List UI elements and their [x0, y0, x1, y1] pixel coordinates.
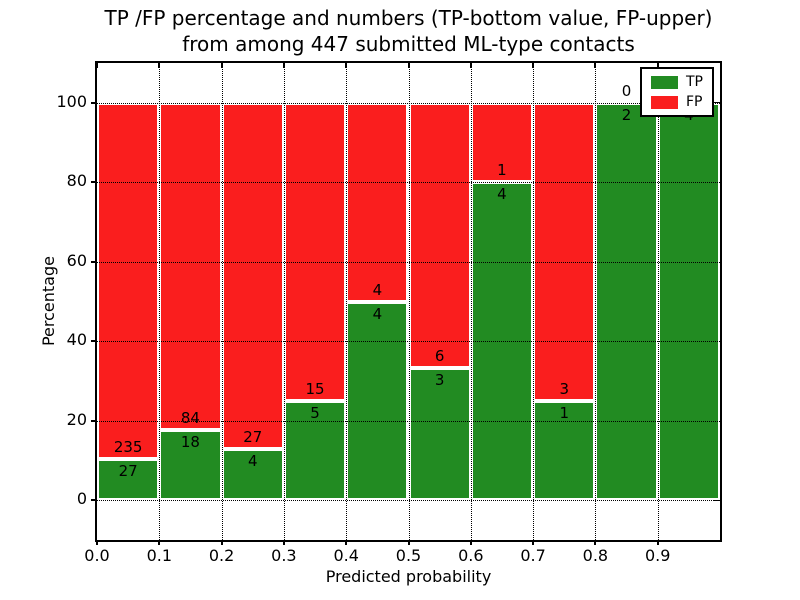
bar-segment-tp-0.3 — [283, 400, 347, 501]
x-tick-label-0.6: 0.6 — [458, 546, 484, 565]
gridline-x-0.2 — [221, 63, 223, 540]
legend-swatch-tp-icon — [651, 75, 678, 89]
bar-label-tp-0.8: 2 — [621, 105, 632, 124]
x-tick-bottom-0.9 — [656, 540, 659, 545]
legend-swatch-fp-icon — [651, 95, 678, 109]
bar-label-tp-0.7: 1 — [559, 403, 570, 422]
bar-label-tp-0.5: 3 — [434, 370, 445, 389]
x-tick-label-0.9: 0.9 — [644, 546, 671, 565]
y-tick-left-80 — [91, 181, 97, 184]
legend-label-fp: FP — [686, 94, 703, 110]
x-tick-label-0.1: 0.1 — [146, 546, 173, 565]
bar-segment-fp-0 — [97, 102, 160, 460]
chart-title: TP /FP percentage and numbers (TP-bottom… — [97, 5, 720, 57]
bar-segment-fp-0.5 — [408, 102, 471, 368]
x-tick-bottom-0.1 — [158, 540, 161, 545]
bar-segment-fp-0.7 — [533, 102, 596, 401]
gridline-x-0.9 — [657, 63, 659, 540]
bar-label-fp-0.4: 4 — [372, 280, 383, 299]
bar-label-tp-0.1: 18 — [180, 433, 200, 452]
y-tick-label-100: 100 — [56, 91, 87, 111]
x-tick-bottom-0.8 — [594, 540, 597, 545]
bar-segment-fp-0.3 — [283, 102, 347, 401]
bar-segment-fp-0.4 — [346, 102, 409, 302]
y-tick-left-20 — [91, 419, 97, 422]
x-tick-top-0.0 — [96, 63, 98, 68]
bar-label-fp-0.1: 84 — [180, 409, 200, 428]
x-tick-label-0.4: 0.4 — [333, 546, 359, 565]
bar-segment-tp-0.8 — [595, 102, 658, 501]
gridline-x-0.8 — [595, 63, 597, 540]
y-tick-label-20: 20 — [66, 409, 87, 429]
chart-title-line2: from among 447 submitted ML-type contact… — [182, 32, 635, 56]
y-tick-label-80: 80 — [66, 171, 87, 191]
bar-label-tp-0: 27 — [118, 462, 138, 481]
y-tick-label-40: 40 — [66, 330, 87, 350]
x-tick-label-0.0: 0.0 — [84, 546, 110, 565]
chart-title-line1: TP /FP percentage and numbers (TP-bottom… — [104, 6, 713, 30]
bar-segment-tp-0 — [97, 459, 160, 501]
gridline-x-0.3 — [283, 63, 285, 540]
y-tick-left-0 — [91, 499, 97, 502]
legend: TP FP — [640, 67, 714, 117]
bar-label-fp-0.5: 6 — [434, 346, 445, 365]
bar-label-fp-0.3: 15 — [305, 379, 325, 398]
bar-label-fp-0.7: 3 — [559, 379, 570, 398]
x-tick-label-0.3: 0.3 — [271, 546, 297, 565]
bar-segment-tp-0.9 — [657, 102, 720, 501]
gridline-x-0.4 — [346, 63, 348, 540]
bar-label-tp-0.3: 5 — [310, 403, 320, 422]
bar-segment-tp-0.1 — [159, 430, 222, 501]
bar-segment-tp-0.2 — [221, 448, 284, 501]
gridline-x-0.5 — [408, 63, 410, 540]
bar-segment-tp-0.5 — [408, 367, 471, 501]
plot-area: TP FP 235278418274155446314310204 — [95, 61, 722, 542]
x-axis-label: Predicted probability — [325, 567, 492, 586]
x-tick-label-0.7: 0.7 — [520, 546, 546, 565]
y-tick-label-60: 60 — [66, 250, 87, 270]
bar-label-tp-0.2: 4 — [247, 451, 258, 470]
legend-label-tp: TP — [686, 74, 703, 90]
bar-label-fp-0.8: 0 — [621, 81, 632, 100]
x-tick-bottom-0.5 — [407, 540, 410, 545]
bar-segment-tp-0.4 — [346, 301, 409, 501]
y-tick-left-60 — [91, 260, 97, 263]
x-tick-bottom-0.6 — [469, 540, 472, 545]
x-tick-bottom-0.2 — [220, 540, 223, 545]
bar-label-tp-0.4: 4 — [372, 304, 383, 323]
x-tick-bottom-0.7 — [532, 540, 535, 545]
y-tick-left-100 — [91, 101, 97, 104]
legend-item-tp: TP — [651, 75, 703, 89]
bar-segment-fp-0.1 — [159, 102, 222, 431]
bar-segment-fp-0.2 — [221, 102, 284, 449]
bar-label-fp-0: 235 — [113, 438, 143, 457]
bar-segment-tp-0.7 — [533, 400, 596, 501]
gridline-x-0.6 — [470, 63, 472, 540]
x-tick-label-0.2: 0.2 — [208, 546, 235, 565]
bar-label-fp-0.6: 1 — [497, 161, 507, 180]
x-tick-label-0.5: 0.5 — [395, 546, 422, 565]
gridline-x-0.1 — [159, 63, 161, 540]
x-tick-label-0.8: 0.8 — [582, 546, 609, 565]
bar-label-fp-0.2: 27 — [243, 427, 263, 446]
y-tick-left-40 — [91, 340, 97, 343]
y-tick-label-0: 0 — [76, 489, 87, 509]
x-tick-bottom-0.4 — [345, 540, 348, 545]
x-tick-bottom-0.0 — [96, 540, 98, 545]
x-tick-bottom-0.3 — [282, 540, 285, 545]
gridline-x-0.7 — [533, 63, 535, 540]
legend-item-fp: FP — [651, 95, 703, 109]
bar-label-tp-0.6: 4 — [497, 185, 507, 204]
